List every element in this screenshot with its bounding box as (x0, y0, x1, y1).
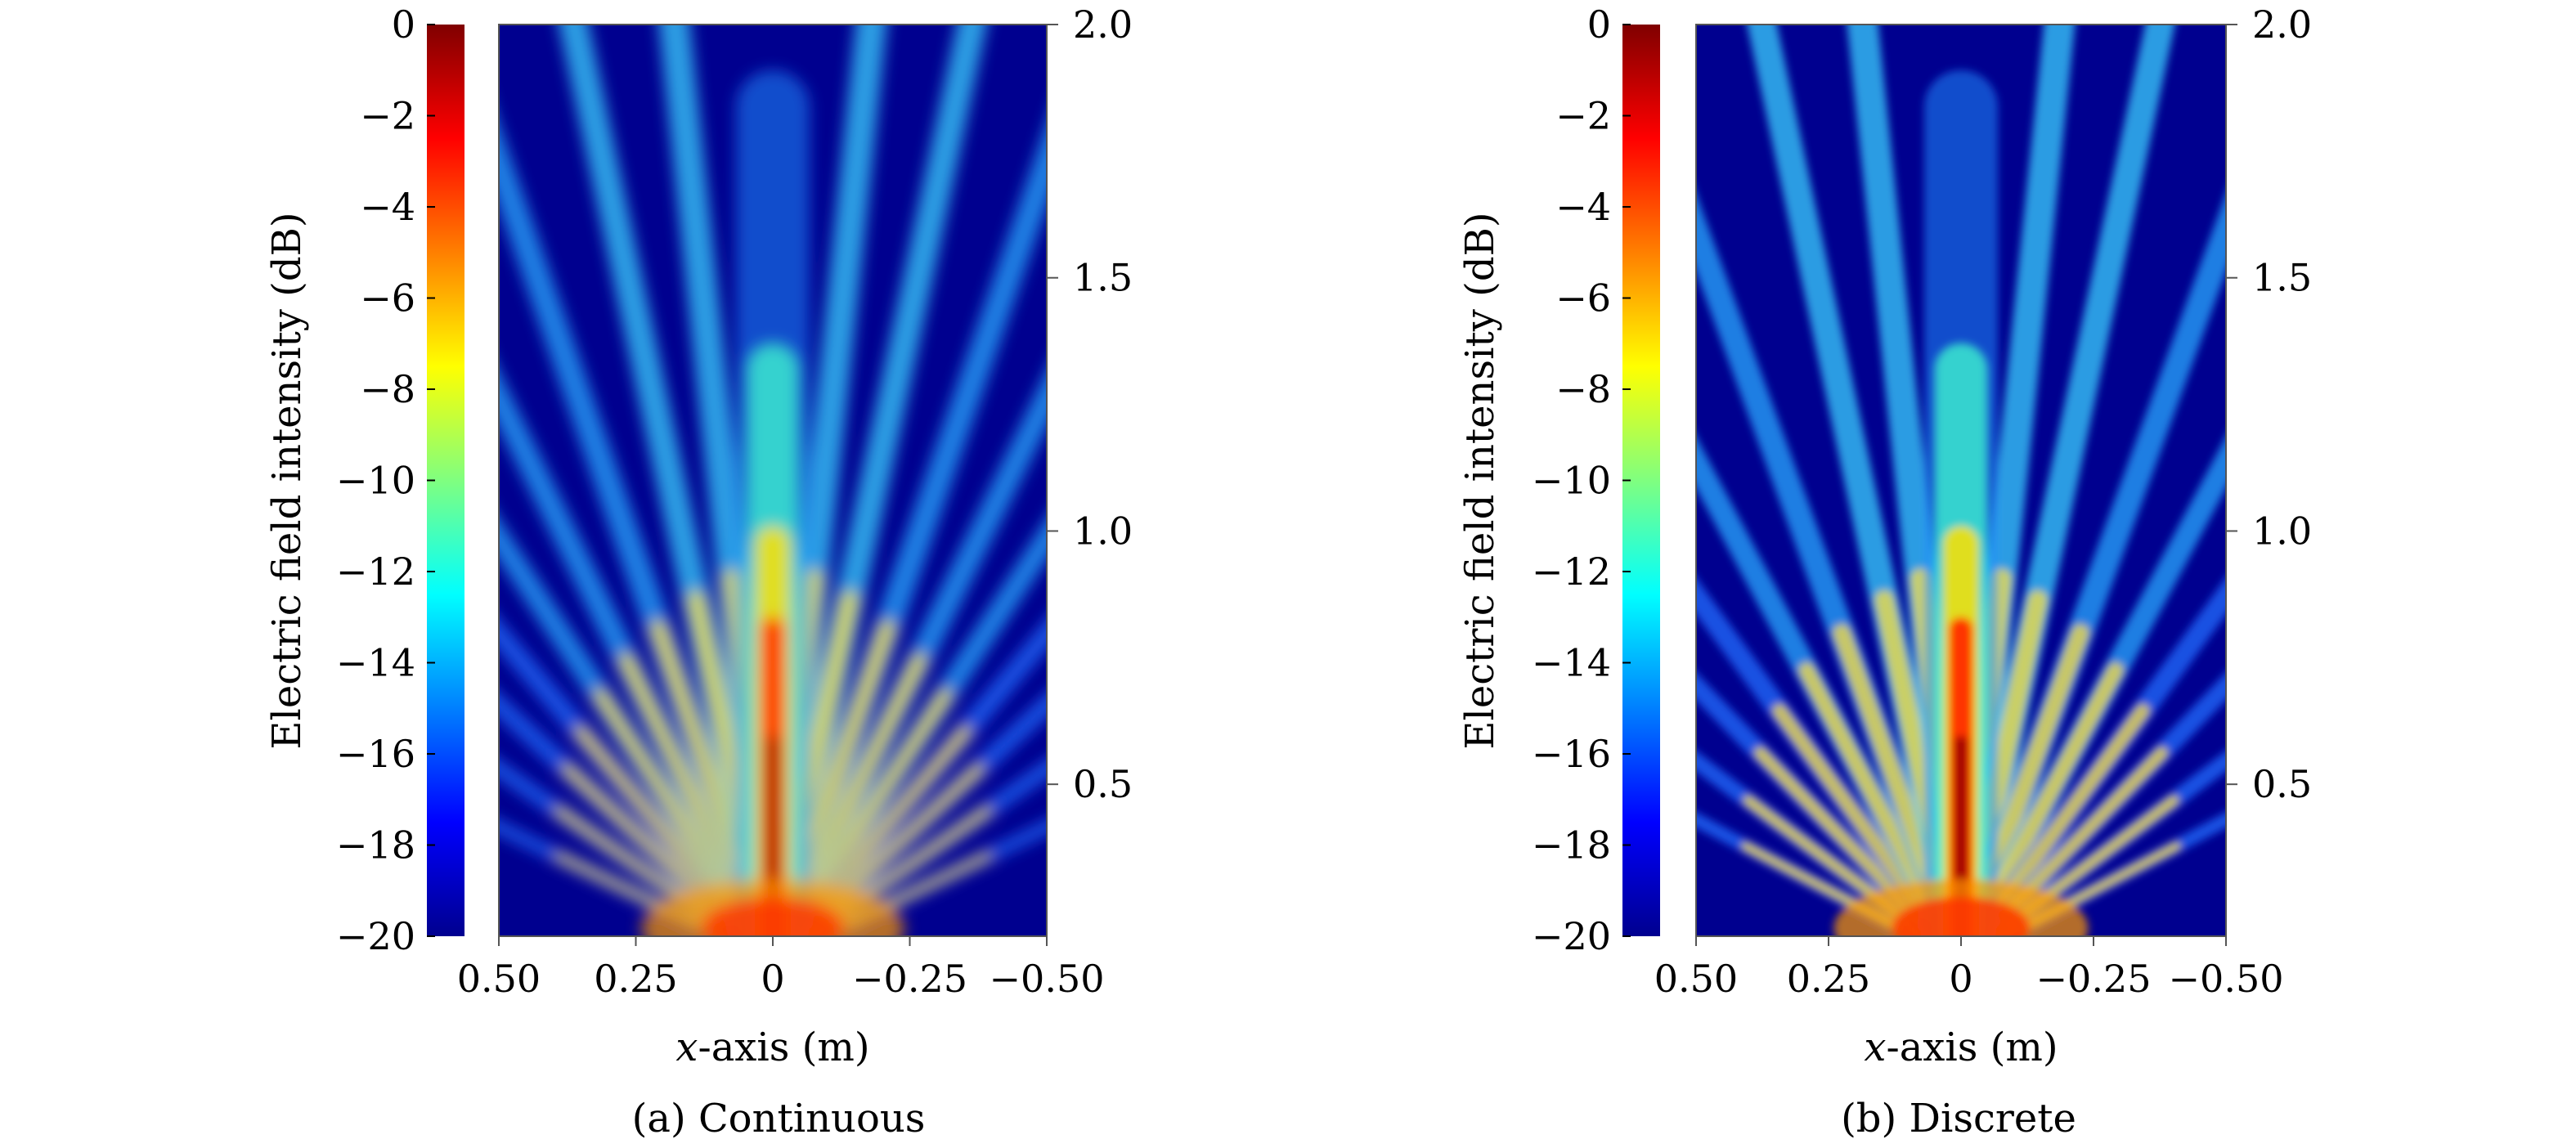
x-axis-a-tick-label: −0.50 (990, 957, 1105, 1001)
colorbar-a-tick-label: −14 (336, 641, 415, 685)
panel-b: 0 −2 −4 −6 −8 −10 −12 −14 −16 −18 −20 0.50 0.25 0 −0.… (1457, 2, 2312, 1141)
y-axis-b-tick-label: 0.5 (2252, 762, 2312, 806)
x-axis-b-label: x-axis (m) (1864, 1025, 2058, 1070)
heatmap-a (499, 25, 1047, 936)
heatmap-b-near-field-core (1892, 897, 2031, 936)
x-axis-b-tick-label: 0.25 (1787, 957, 1870, 1001)
caption-b: (b) Discrete (1841, 1096, 2076, 1141)
colorbar-a-tick-label: −8 (360, 367, 415, 411)
y-axis-b-tick-label: 2.0 (2252, 2, 2312, 47)
colorbar-a-tick-label: −10 (336, 459, 415, 503)
y-axis-a-tick-label: 0.5 (1073, 762, 1133, 806)
x-axis-b-tick-label: −0.25 (2036, 957, 2152, 1001)
colorbar-b-tick-label: −2 (1555, 94, 1611, 138)
y-axis-a-tick-label: 2.0 (1073, 2, 1133, 47)
colorbar-a-tick-label: −12 (336, 549, 415, 594)
colorbar-b-tick-label: 0 (1587, 2, 1611, 47)
colorbar-a-tick-label: 0 (392, 2, 415, 47)
colorbar-b-ticks: 0 −2 −4 −6 −8 −10 −12 −14 −16 −18 −20 (1532, 2, 1631, 958)
x-axis-b-tick-label: 0.50 (1654, 957, 1738, 1001)
y-axis-b-tick-label: 1.0 (2252, 509, 2312, 553)
y-axis-b-tick-label: 1.5 (2252, 256, 2312, 300)
x-axis-b-tick-label: −0.50 (2169, 957, 2284, 1001)
heatmap-b-lobes (1696, 25, 2226, 936)
colorbar-a-ticks: 0 −2 −4 −6 −8 −10 −12 −14 −16 −18 −20 (336, 2, 435, 958)
y-axis-b: 0.5 1.0 1.5 2.0 (2226, 2, 2312, 806)
colorbar-b-tick-label: −12 (1532, 549, 1611, 594)
colorbar-a-tick-label: −18 (336, 823, 415, 868)
colorbar-b-tick-label: −18 (1532, 823, 1611, 868)
caption-a: (a) Continuous (632, 1096, 926, 1141)
colorbar-b-tick-label: −20 (1532, 914, 1611, 958)
x-axis-a-tick-label: −0.25 (852, 957, 967, 1001)
x-axis-a-label: x-axis (m) (675, 1025, 869, 1070)
colorbar-b-tick-label: −4 (1555, 185, 1611, 229)
colorbar-a-tick-label: −20 (336, 914, 415, 958)
colorbar-a-tick-label: −4 (360, 185, 415, 229)
x-axis-a-tick-label: 0.50 (457, 957, 541, 1001)
panel-a: 0 −2 −4 −6 −8 −10 −12 −14 −16 −18 −20 0.50 0.25 0 −0.… (264, 2, 1133, 1141)
colorbar-b-tick-label: −10 (1532, 459, 1611, 503)
colorbar-b-tick-label: −6 (1555, 276, 1611, 321)
colorbar-b-tick-label: −16 (1532, 732, 1611, 776)
y-axis-a: 0.5 1.0 1.5 2.0 (1047, 2, 1133, 806)
x-axis-a: 0.50 0.25 0 −0.25 −0.50 (457, 936, 1105, 1001)
colorbar-a-tick-label: −16 (336, 732, 415, 776)
x-axis-a-tick-label: 0 (761, 957, 784, 1001)
colorbar-b-label: Electric field intensity (dB) (1457, 212, 1503, 749)
colorbar-a-tick-label: −6 (360, 276, 415, 321)
colorbar-a-tick-label: −2 (360, 94, 415, 138)
colorbar-a-label: Electric field intensity (dB) (264, 212, 310, 749)
x-axis-b-tick-label: 0 (1949, 957, 1972, 1001)
y-axis-a-tick-label: 1.5 (1073, 256, 1133, 300)
colorbar-b-tick-label: −14 (1532, 641, 1611, 685)
colorbar-b-tick-label: −8 (1555, 367, 1611, 411)
x-axis-a-tick-label: 0.25 (594, 957, 677, 1001)
heatmap-b (1696, 25, 2226, 936)
heatmap-a-near-field-core (701, 897, 845, 936)
x-axis-b: 0.50 0.25 0 −0.25 −0.50 (1654, 936, 2284, 1001)
y-axis-a-tick-label: 1.0 (1073, 509, 1133, 553)
heatmap-a-lobes (499, 25, 1047, 936)
